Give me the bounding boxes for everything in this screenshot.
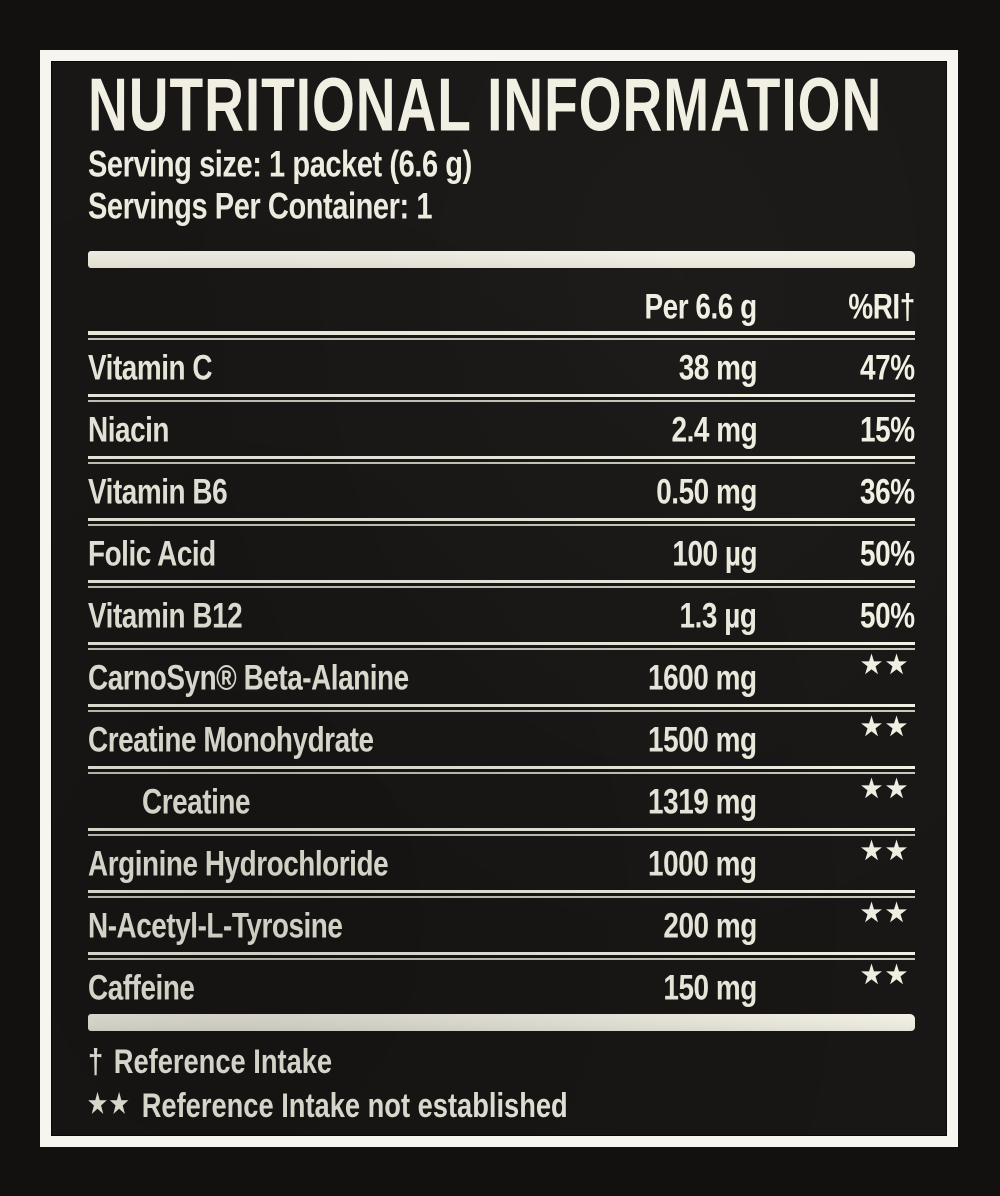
label-content: NUTRITIONAL INFORMATION Serving size: 1 … bbox=[51, 61, 947, 1136]
table-row-creatine: Creatine 1319 mg ★★ bbox=[88, 774, 915, 828]
row-amount: 1000 mg bbox=[648, 843, 757, 883]
page-title: NUTRITIONAL INFORMATION bbox=[88, 67, 915, 145]
row-rdi: 50% bbox=[860, 533, 916, 573]
header-amount-column: Per 6.6 g bbox=[644, 286, 758, 327]
table-row-tyrosine: N-Acetyl-L-Tyrosine 200 mg ★★ bbox=[88, 898, 915, 952]
row-amount: 1600 mg bbox=[648, 657, 757, 697]
row-amount: 100 µg bbox=[672, 533, 757, 573]
row-divider bbox=[88, 456, 915, 464]
row-rdi: 50% bbox=[860, 595, 916, 635]
row-label: Caffeine bbox=[88, 967, 195, 1007]
row-rdi-stars: ★★ bbox=[861, 899, 912, 927]
row-divider bbox=[88, 952, 915, 960]
nutrition-label-panel: NUTRITIONAL INFORMATION Serving size: 1 … bbox=[40, 50, 958, 1147]
dagger-symbol: † bbox=[88, 1041, 104, 1081]
divider-bar-top bbox=[88, 251, 915, 268]
footnote-text: Reference Intake bbox=[113, 1041, 333, 1081]
row-label: Vitamin B6 bbox=[88, 471, 228, 511]
row-amount: 38 mg bbox=[678, 347, 758, 387]
row-rdi: 47% bbox=[860, 347, 916, 387]
row-label: Vitamin B12 bbox=[88, 595, 243, 635]
row-amount: 1319 mg bbox=[648, 781, 757, 821]
row-amount: 1.3 µg bbox=[680, 595, 757, 635]
row-label: Niacin bbox=[88, 409, 170, 449]
row-rdi-stars: ★★ bbox=[861, 713, 912, 741]
row-divider bbox=[88, 642, 915, 650]
header-rdi-column: %RI† bbox=[848, 286, 916, 327]
row-divider bbox=[88, 580, 915, 588]
table-row-vitamin-b6: Vitamin B6 0.50 mg 36% bbox=[88, 464, 915, 518]
servings-per-container-text: Servings Per Container: 1 bbox=[88, 184, 433, 226]
row-amount: 1500 mg bbox=[648, 719, 757, 759]
table-row-caffeine: Caffeine 150 mg ★★ bbox=[88, 960, 915, 1014]
row-divider bbox=[88, 828, 915, 836]
serving-size-line: Serving size: 1 packet (6.6 g) bbox=[88, 142, 915, 184]
row-divider bbox=[88, 518, 915, 526]
divider-bar-bottom bbox=[88, 1014, 915, 1031]
row-amount: 2.4 mg bbox=[671, 409, 757, 449]
table-row-creatine-monohydrate: Creatine Monohydrate 1500 mg ★★ bbox=[88, 712, 915, 766]
row-label: Vitamin C bbox=[88, 347, 213, 387]
row-label: Folic Acid bbox=[88, 533, 216, 573]
table-row-arginine: Arginine Hydrochloride 1000 mg ★★ bbox=[88, 836, 915, 890]
row-rdi: 15% bbox=[860, 409, 916, 449]
row-rdi-stars: ★★ bbox=[861, 837, 912, 865]
row-rdi-stars: ★★ bbox=[861, 775, 912, 803]
table-row-vitamin-b12: Vitamin B12 1.3 µg 50% bbox=[88, 588, 915, 642]
row-divider bbox=[88, 394, 915, 402]
table-header-row: Per 6.6 g %RI† bbox=[88, 268, 916, 331]
row-divider bbox=[88, 704, 915, 712]
title-text: NUTRITIONAL INFORMATION bbox=[88, 63, 883, 148]
row-amount: 0.50 mg bbox=[656, 471, 757, 511]
table-row-niacin: Niacin 2.4 mg 15% bbox=[88, 402, 915, 456]
row-label: CarnoSyn® Beta-Alanine bbox=[88, 657, 409, 697]
footnote-not-established: ★★ Reference Intake not established bbox=[88, 1087, 915, 1123]
serving-size-text: Serving size: 1 packet (6.6 g) bbox=[88, 142, 472, 184]
servings-per-container-line: Servings Per Container: 1 bbox=[88, 184, 915, 226]
table-row-vitamin-c: Vitamin C 38 mg 47% bbox=[88, 340, 915, 394]
row-divider bbox=[88, 766, 915, 774]
table-row-folic-acid: Folic Acid 100 µg 50% bbox=[88, 526, 915, 580]
row-rdi-stars: ★★ bbox=[861, 961, 912, 989]
double-star-symbol: ★★ bbox=[88, 1089, 132, 1119]
footnote-reference-intake: † Reference Intake bbox=[88, 1043, 915, 1079]
row-rdi-stars: ★★ bbox=[861, 651, 912, 679]
footnote-text: Reference Intake not established bbox=[141, 1085, 568, 1125]
table-row-beta-alanine: CarnoSyn® Beta-Alanine 1600 mg ★★ bbox=[88, 650, 915, 704]
row-divider bbox=[88, 890, 915, 898]
row-label-indented: Creatine bbox=[142, 781, 251, 821]
header-divider bbox=[88, 331, 915, 340]
row-amount: 200 mg bbox=[663, 905, 758, 945]
row-rdi: 36% bbox=[860, 471, 916, 511]
row-label: Creatine Monohydrate bbox=[88, 719, 374, 759]
row-amount: 150 mg bbox=[663, 967, 758, 1007]
row-label: Arginine Hydrochloride bbox=[88, 843, 389, 883]
row-label: N-Acetyl-L-Tyrosine bbox=[88, 905, 343, 945]
